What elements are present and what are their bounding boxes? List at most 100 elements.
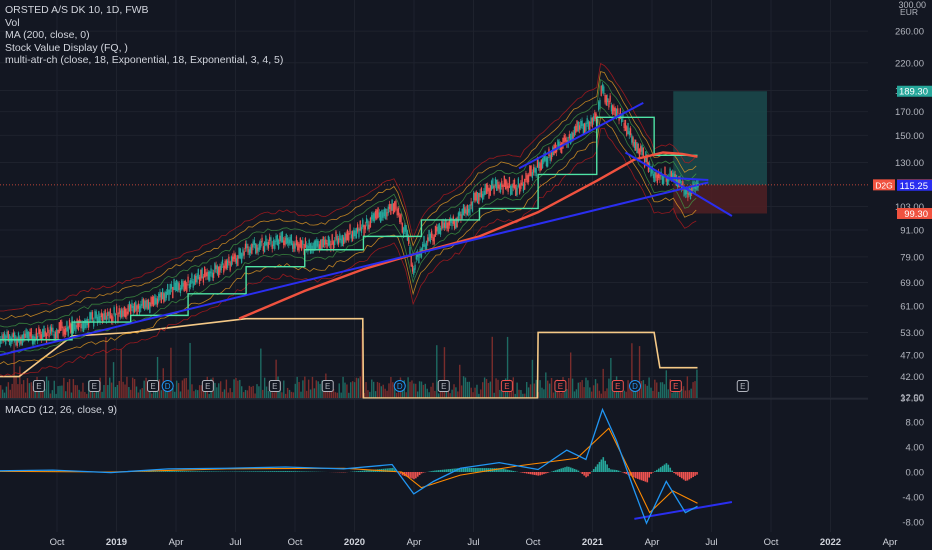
macd-histogram-bar [615, 469, 618, 472]
earnings-marker [500, 380, 513, 392]
volume-bar [294, 383, 296, 398]
earnings-marker-label: E [504, 382, 509, 391]
volume-bar [13, 339, 15, 398]
candle-body [113, 307, 115, 315]
candle-body [376, 209, 378, 220]
candle-body [127, 305, 129, 314]
candle-body [16, 338, 18, 347]
macd-histogram-bar [197, 471, 199, 472]
candle-body [144, 300, 146, 310]
time-axis-label: Apr [169, 537, 184, 548]
macd-histogram-bar [210, 471, 212, 472]
volume-bar [671, 392, 673, 398]
macd-legend[interactable]: MACD (12, 26, close, 9) [5, 404, 118, 416]
earnings-marker-label: E [615, 382, 620, 391]
legend-atr[interactable]: multi-atr-ch (close, 18, Exponential, 18… [5, 54, 284, 66]
volume-bar [418, 381, 421, 398]
step-line [0, 116, 698, 341]
volume-bar [579, 382, 581, 398]
macd-histogram-bar [669, 467, 672, 472]
macd-histogram-bar [162, 471, 165, 472]
macd-histogram-bar [541, 472, 543, 475]
macd-histogram-bar [246, 471, 249, 472]
volume-bar [65, 391, 67, 398]
candle-body [498, 184, 500, 190]
volume-bar [296, 376, 298, 398]
macd-histogram-bar [539, 472, 541, 476]
macd-histogram-bar [394, 469, 396, 472]
candle-body [397, 208, 400, 216]
candle-body [441, 221, 443, 229]
macd-histogram-bar [399, 472, 402, 474]
legend-vol[interactable]: Vol [5, 16, 20, 29]
legend-ma[interactable]: MA (200, close, 0) [5, 29, 90, 41]
volume-bar [131, 377, 134, 398]
candle-body [460, 214, 462, 221]
volume-bar [304, 376, 306, 398]
volume-bar [240, 386, 243, 398]
volume-bar [179, 391, 182, 398]
candle-body [540, 159, 542, 171]
candle-body [107, 311, 109, 316]
volume-bar [242, 392, 245, 398]
macd-histogram-bar [441, 469, 444, 472]
candle-body [7, 330, 9, 342]
macd-histogram-bar [281, 471, 283, 472]
candle-body [28, 332, 30, 342]
candle-body [480, 188, 483, 198]
volume-bar [518, 389, 520, 398]
trendline [666, 176, 709, 181]
candle-body [63, 329, 66, 335]
candle-body [91, 312, 94, 320]
candle-body [598, 101, 600, 111]
candle-body [169, 283, 171, 295]
candle-body [128, 301, 131, 312]
macd-histogram-bar [149, 471, 151, 472]
candle-body [232, 256, 234, 262]
candle-body [687, 193, 689, 198]
volume-bar [342, 376, 344, 398]
volume-bar [445, 388, 448, 398]
candle-body [610, 105, 613, 112]
earnings-marker [736, 380, 749, 392]
candle-body [349, 224, 351, 234]
candle-body [133, 303, 136, 313]
candle-body [446, 222, 448, 229]
candle-body [503, 175, 505, 187]
volume-bar [288, 389, 291, 398]
volume-bar [485, 379, 488, 398]
volume-bar [189, 342, 191, 398]
candle-body [577, 121, 579, 132]
legend-svd[interactable]: Stock Value Display (FQ, ) [5, 41, 128, 54]
macd-histogram-bar [533, 472, 536, 475]
macd-histogram-bar [151, 471, 153, 472]
volume-bar [47, 380, 50, 398]
legend-symbol[interactable]: ORSTED A/S DK 10, 1D, FWB [5, 4, 149, 16]
volume-bar [78, 389, 80, 398]
volume-bar [545, 372, 547, 398]
volume-bar [91, 387, 94, 398]
volume-bar [531, 359, 534, 398]
candle-body [103, 312, 105, 321]
volume-bar [28, 383, 31, 398]
volume-bar [566, 389, 568, 398]
candle-body [73, 321, 76, 330]
candle-body [427, 237, 429, 243]
time-axis-label: 2022 [820, 537, 841, 548]
volume-bar [472, 392, 474, 398]
candle-body [418, 252, 420, 264]
volume-bar [197, 390, 199, 398]
macd-histogram-bar [415, 472, 417, 479]
earnings-marker [611, 380, 624, 392]
candle-body [195, 276, 197, 283]
price-label-box [897, 85, 932, 97]
volume-bar [122, 381, 124, 398]
candle-body [367, 220, 369, 230]
candle-body [294, 243, 296, 249]
volume-bar [367, 390, 369, 398]
macd-signal-line [0, 427, 698, 514]
candle-body [336, 235, 338, 244]
candle-body [476, 192, 479, 204]
volume-bar [168, 389, 170, 398]
